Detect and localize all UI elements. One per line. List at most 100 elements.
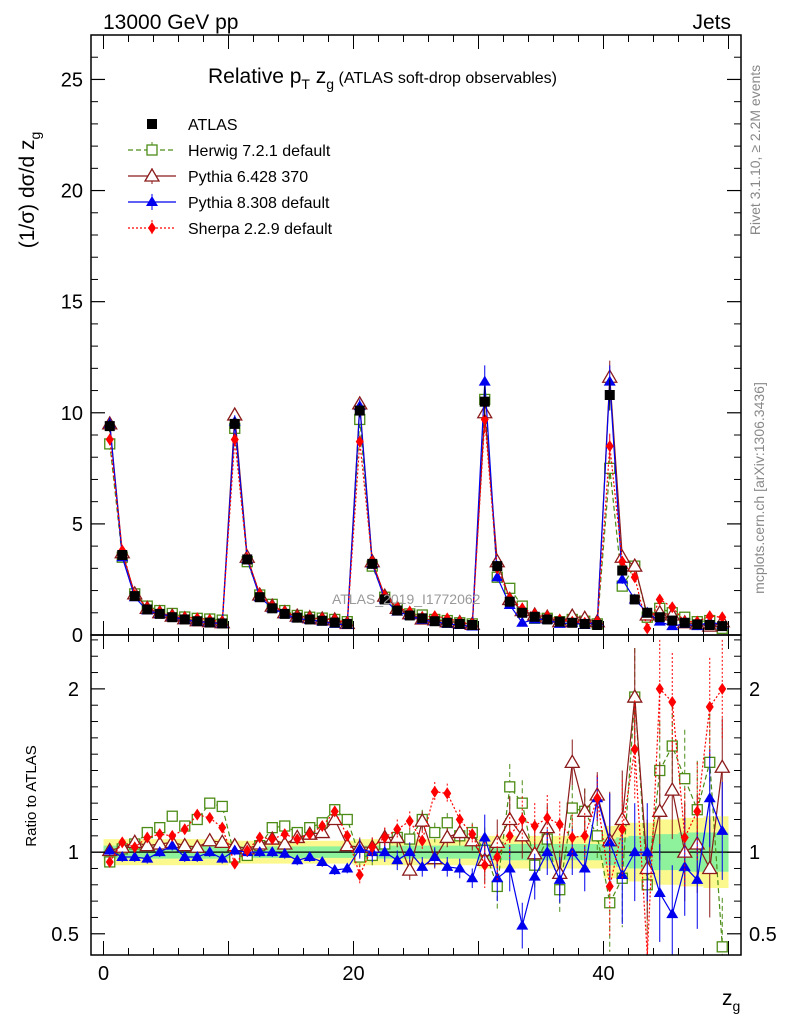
- y-tick-label: 5: [72, 514, 83, 536]
- ratio-point: [504, 781, 516, 793]
- ratio-point: [691, 873, 704, 884]
- data-point: [329, 617, 340, 628]
- data-point: [304, 614, 315, 625]
- ratio-point: [355, 869, 364, 881]
- category-label: Jets: [692, 11, 731, 34]
- ratio-point: [341, 813, 353, 826]
- ratio-point: [418, 834, 427, 847]
- ratio-point: [166, 810, 178, 822]
- ratio-point: [380, 831, 389, 844]
- ratio-point: [593, 792, 602, 805]
- data-point: [480, 413, 489, 426]
- x-tick-label: 0: [98, 963, 109, 985]
- chart-title: Relative pT zg (ATLAS soft-drop observab…: [208, 65, 557, 92]
- ratio-point: [651, 803, 668, 817]
- data-point: [217, 618, 228, 629]
- data-point: [267, 603, 278, 614]
- ratio-point: [128, 851, 141, 862]
- rivet-label: Rivet 3.1.10, ≥ 2.2M events: [747, 65, 763, 235]
- ratio-point: [353, 842, 366, 853]
- ratio-point: [401, 861, 418, 876]
- ratio-point: [318, 820, 327, 833]
- ratio-point: [618, 823, 627, 836]
- ratio-point: [451, 824, 468, 839]
- ratio-point: [518, 813, 527, 826]
- data-point: [105, 433, 114, 446]
- energy-label: 13000 GeV pp: [103, 11, 238, 34]
- ratio-point: [405, 815, 414, 828]
- data-point: [618, 555, 627, 568]
- ratio-point: [453, 862, 466, 873]
- ratio-point: [576, 803, 593, 817]
- ratio-point: [168, 829, 177, 842]
- ratio-point: [243, 844, 252, 857]
- data-point: [554, 616, 565, 627]
- legend-label: Pythia 8.308 default: [188, 195, 330, 212]
- ratio-point: [378, 846, 391, 857]
- ratio-point: [668, 695, 677, 708]
- ratio-point: [293, 833, 302, 846]
- ratio-point: [605, 880, 614, 893]
- data-point: [342, 618, 353, 629]
- data-point: [317, 615, 328, 626]
- data-point: [367, 558, 378, 569]
- data-point: [605, 440, 614, 453]
- ratio-point: [166, 839, 179, 850]
- ratio-point: [439, 829, 456, 844]
- ratio-point: [718, 682, 727, 695]
- data-point: [404, 610, 415, 621]
- ratio-point: [491, 872, 504, 883]
- data-point: [442, 617, 453, 628]
- data-point: [718, 611, 727, 624]
- data-point: [379, 594, 390, 605]
- ratio-point: [266, 846, 279, 857]
- ratio-point: [530, 820, 539, 833]
- ratio-point: [139, 837, 156, 852]
- ratio-point: [343, 829, 352, 842]
- ratio-point: [693, 805, 702, 818]
- data-point: [192, 616, 203, 627]
- ratio-point: [703, 792, 716, 803]
- data-point: [542, 614, 553, 625]
- ratio-point: [429, 826, 441, 839]
- legend: ATLAS Herwig 7.2.1 default Pythia 6.428 37…: [128, 117, 333, 238]
- legend-entry-atlas: ATLAS: [147, 117, 238, 134]
- data-point: [642, 607, 653, 618]
- ratio-point: [430, 785, 439, 798]
- data-point: [242, 554, 253, 565]
- ratio-point: [564, 754, 581, 768]
- ratio-point: [268, 833, 277, 846]
- ratio-point: [641, 846, 654, 857]
- legend-label: Herwig 7.2.1 default: [188, 143, 331, 160]
- legend-label: ATLAS: [188, 117, 238, 134]
- data-point: [229, 418, 240, 429]
- ratio-y-tick-label-left: 2: [68, 679, 79, 701]
- ratio-point: [201, 832, 218, 847]
- ratio-point: [218, 821, 227, 834]
- ratio-series-sherpa-2-2-9-default: [105, 639, 727, 956]
- ratio-point: [214, 834, 231, 848]
- ratio-point: [103, 844, 116, 855]
- data-point: [179, 614, 190, 625]
- ratio-point: [203, 846, 216, 857]
- legend-entry-herwig-7-2-1-default: Herwig 7.2.1 default: [128, 142, 331, 160]
- ratio-point: [330, 805, 339, 818]
- ratio-point: [628, 846, 641, 857]
- ratio-point: [555, 818, 564, 831]
- ratio-point: [205, 811, 214, 824]
- legend-entry-sherpa-2-2-9-default: Sherpa 2.2.9 default: [128, 220, 333, 238]
- ratio-point: [305, 828, 314, 841]
- x-axis-label: zg: [722, 987, 740, 1014]
- ratio-point: [191, 851, 204, 862]
- y-tick-label: 15: [61, 292, 83, 314]
- ratio-point: [153, 846, 166, 857]
- x-tick-label: 40: [592, 963, 614, 985]
- data-point: [517, 607, 528, 618]
- ratio-point: [303, 851, 316, 862]
- ratio-point: [291, 854, 304, 865]
- ratio-point: [118, 836, 127, 849]
- legend-marker: [147, 119, 157, 129]
- ratio-point: [216, 800, 228, 813]
- ratio-point: [455, 813, 464, 826]
